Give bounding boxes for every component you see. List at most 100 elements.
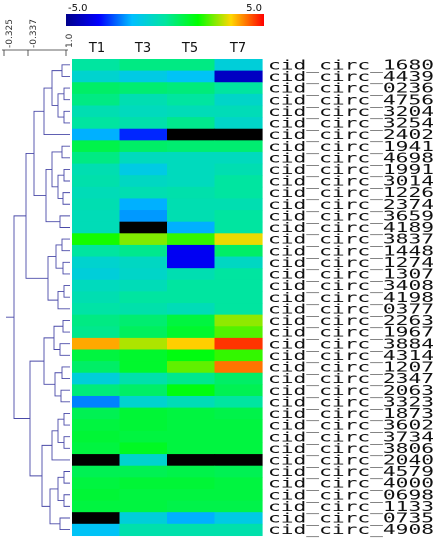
heatmap-cell [72, 163, 121, 176]
heatmap-cell [119, 384, 168, 397]
heatmap-cell [119, 372, 168, 385]
heatmap-cell [72, 303, 121, 316]
dendrogram-branch [63, 471, 70, 484]
heatmap-cell [214, 430, 263, 444]
heatmap-cell [119, 337, 168, 351]
row-label: cid_circ_4698 [268, 150, 434, 166]
dendrogram-branch [61, 238, 70, 252]
heatmap-cell [72, 82, 121, 95]
dendrogram-tick-label: -0.325 [5, 19, 15, 48]
heatmap-cell [214, 210, 263, 223]
heatmap-cell [119, 291, 168, 304]
dendrogram-branch [59, 517, 70, 531]
heatmap-cell [214, 361, 263, 374]
dendrogram-branch [63, 494, 70, 507]
row-label: cid_circ_1207 [268, 360, 434, 376]
heatmap-cell [72, 151, 121, 165]
heatmap-cell [119, 210, 168, 223]
heatmap-cell [119, 70, 168, 83]
heatmap-cell [72, 430, 121, 444]
heatmap-cell [167, 59, 216, 72]
heatmap-cell [214, 488, 263, 502]
row-label: cid_circ_0735 [268, 511, 434, 527]
heatmap-cell [167, 244, 216, 258]
dendrogram-branch [57, 418, 64, 443]
row-label: cid_circ_0698 [268, 487, 434, 503]
dendrogram-branch [62, 261, 70, 275]
heatmap-cell [119, 128, 168, 141]
heatmap-cell [119, 454, 168, 467]
row-label: cid_circ_4439 [268, 69, 434, 85]
row-label: cid_circ_1274 [268, 255, 434, 271]
heatmap-cell [167, 477, 216, 490]
color-scale-max-label: 5.0 [246, 3, 262, 14]
heatmap-cell [214, 244, 263, 258]
heatmap-cell [214, 93, 263, 107]
row-label: cid_circ_4000 [268, 476, 434, 492]
heatmap-cell [214, 523, 263, 537]
heatmap-cell [72, 244, 121, 258]
heatmap-cell [119, 407, 168, 420]
heatmap-cell [214, 175, 263, 188]
heatmap-cell [119, 175, 168, 188]
heatmap-cell [119, 117, 168, 130]
heatmap-cell [214, 128, 263, 141]
heatmap-cell [72, 419, 121, 432]
heatmap-cell [167, 349, 216, 362]
dendrogram-branch [47, 256, 58, 301]
heatmap-cell [72, 268, 121, 281]
heatmap-cell [167, 221, 216, 234]
dendrogram-branch [51, 70, 62, 106]
heatmap-cell [119, 465, 168, 478]
heatmap-cell [72, 256, 121, 269]
heatmap-cell [72, 512, 121, 525]
heatmap-cell [167, 488, 216, 502]
heatmap-cell [119, 93, 168, 107]
heatmap-cell [167, 128, 216, 141]
row-label: cid_circ_1448 [268, 243, 434, 259]
heatmap-cell [167, 268, 216, 281]
heatmap-cell [72, 233, 121, 246]
heatmap-cell [72, 442, 121, 455]
row-label: cid_circ_3014 [268, 174, 434, 190]
heatmap-cell [72, 465, 121, 478]
heatmap-cell [214, 140, 263, 153]
heatmap-cell [214, 105, 263, 118]
heatmap-cell [72, 117, 121, 130]
heatmap-cell [167, 140, 216, 153]
dendrogram-branch [59, 215, 70, 228]
heatmap-cell [72, 500, 121, 513]
heatmap-cell [167, 186, 216, 200]
heatmap-cell [72, 395, 121, 409]
dendrogram-branch [61, 145, 70, 159]
heatmap-cell [167, 70, 216, 83]
dendrogram-branch [62, 320, 70, 333]
row-label: cid_circ_3659 [268, 208, 434, 224]
heatmap-cell [119, 326, 168, 339]
heatmap-cell [214, 512, 263, 525]
heatmap-cell [214, 256, 263, 269]
dendrogram-tick-label: 1.0 [65, 33, 75, 48]
dendrogram-branch [62, 192, 70, 205]
dendrogram-branch [51, 430, 70, 461]
row-label: cid_circ_2374 [268, 197, 434, 213]
heatmap-cell [119, 244, 168, 258]
heatmap-cell [214, 291, 263, 304]
heatmap-cell [214, 198, 263, 211]
dendrogram-branch [63, 436, 70, 449]
heatmap-cell [167, 395, 216, 409]
heatmap-cell [167, 500, 216, 513]
row-label: cid_circ_3884 [268, 336, 434, 352]
heatmap-cell [119, 430, 168, 444]
heatmap-cell [214, 82, 263, 95]
heatmap-cell [119, 105, 168, 118]
heatmap-cell [119, 477, 168, 490]
heatmap-cell [214, 349, 263, 362]
heatmap-cell [167, 361, 216, 374]
row-label: cid_circ_3254 [268, 116, 434, 132]
dendrogram-branch [63, 168, 70, 182]
row-label: cid_circ_2347 [268, 371, 434, 387]
heatmap-cell [167, 151, 216, 165]
heatmap-cell [167, 291, 216, 304]
heatmap-cell [167, 279, 216, 292]
